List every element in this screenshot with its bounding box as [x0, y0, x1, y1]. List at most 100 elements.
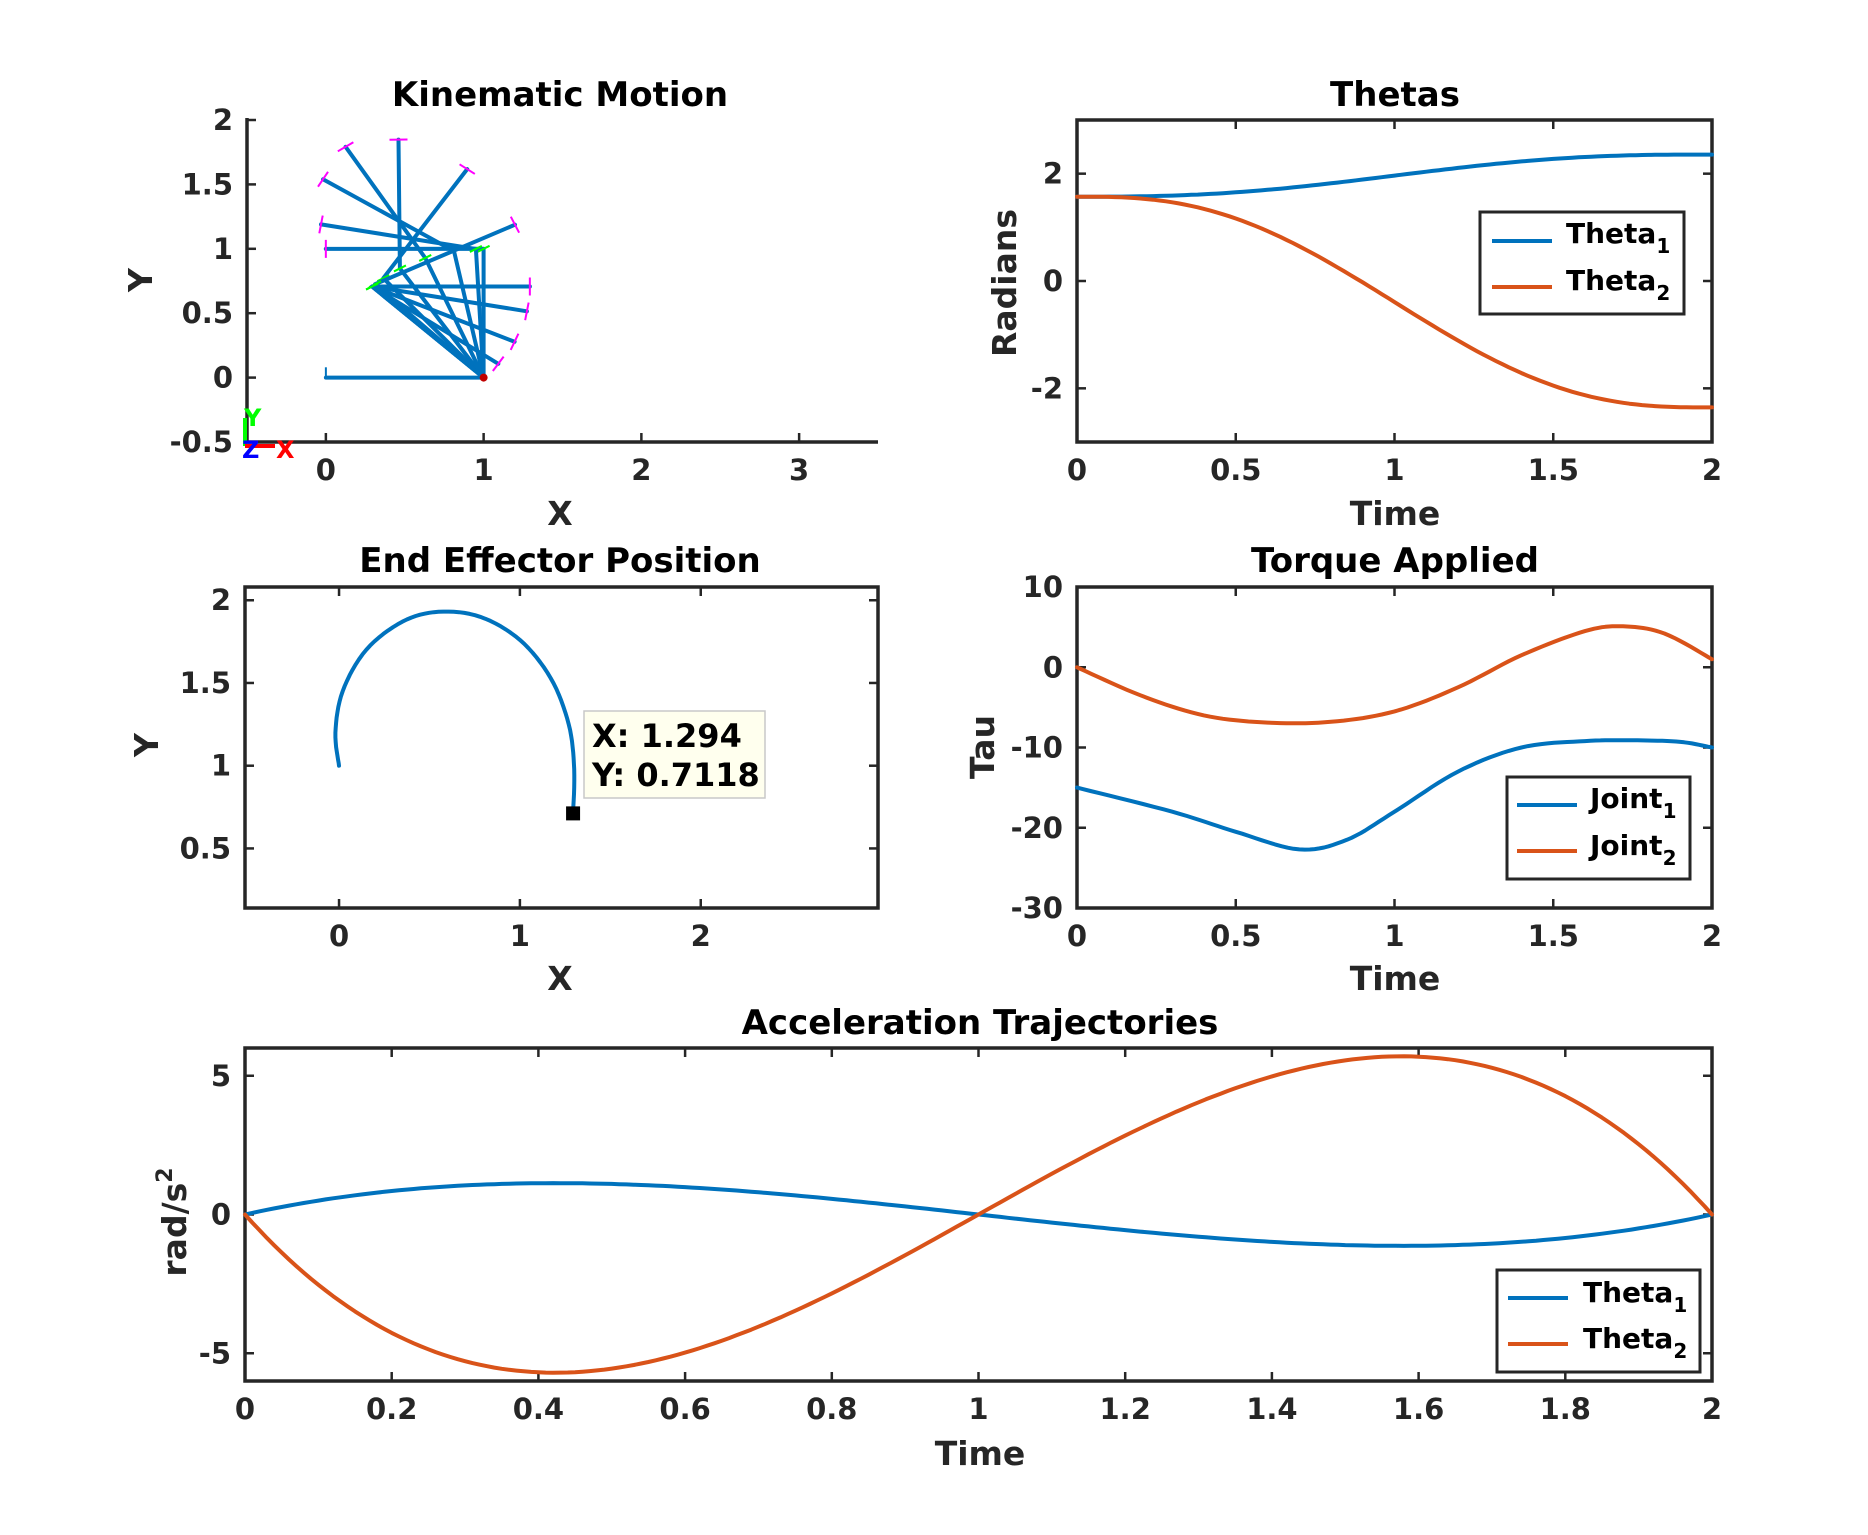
- acceleration-ylabel: rad/s2: [153, 1167, 194, 1276]
- elbow-frame-marker: [418, 254, 432, 262]
- legend-box: [1478, 210, 1686, 316]
- torque-plot: Torque Applied 0 0.5 1 1.5 2 -30 -20 -10 0 10 Tim…: [963, 541, 1722, 998]
- kinematic-ylabel: Y: [121, 267, 160, 293]
- y-tick-label: 2: [211, 583, 231, 617]
- x-tick-label: 1: [1384, 453, 1404, 487]
- y-tick-label: 10: [1023, 570, 1063, 604]
- end-frame-marker: [337, 141, 354, 153]
- y-tick-label: 2: [213, 103, 233, 137]
- end-frame-marker: [509, 216, 521, 234]
- axes-frame: [243, 585, 880, 910]
- y-tick-label: 1.5: [182, 167, 233, 201]
- legend-label-theta1: Theta1: [1566, 217, 1670, 258]
- end-frame-marker: [459, 163, 476, 175]
- acceleration-axes: 0 0.2 0.4 0.6 0.8 1 1.2 1.4 1.6 1.8 2-505: [199, 1046, 1722, 1426]
- y-tick-label: 1: [211, 749, 231, 783]
- legend-box: [1505, 775, 1692, 881]
- end-effector-xlabel: X: [547, 959, 572, 998]
- end-effector-title: End Effector Position: [359, 541, 760, 581]
- x-tick-label: 0: [235, 1392, 255, 1426]
- x-tick-label: 1.5: [1528, 919, 1579, 953]
- x-tick-label: 1: [474, 453, 494, 487]
- thetas-ylabel: Radians: [985, 209, 1024, 357]
- x-tick-label: 0: [329, 919, 349, 953]
- x-tick-label: 3: [789, 453, 809, 487]
- y-tick-label: 0: [1043, 650, 1063, 684]
- x-tick-label: 0: [1067, 453, 1087, 487]
- torque-axes: 0 0.5 1 1.5 2 -30 -20 -10 0 10: [1011, 570, 1723, 953]
- elbow-frame-marker: [477, 244, 491, 253]
- x-tick-label: 1.6: [1393, 1392, 1444, 1426]
- acceleration-series: [243, 1054, 1714, 1375]
- torque-series: [1075, 624, 1714, 852]
- elbow-frame-marker: [393, 264, 407, 273]
- thetas-plot: Thetas 0 0.5 1 1.5 2 -2 0 2 Time Radians Theta1…: [985, 75, 1722, 533]
- end-frame-marker: [492, 356, 505, 372]
- legend-box: [1495, 1268, 1702, 1374]
- x-tick-label: 0.6: [659, 1392, 710, 1426]
- thetas-series: [1075, 152, 1714, 410]
- x-tick-label: 1: [968, 1392, 988, 1426]
- thetas-xlabel: Time: [1350, 494, 1441, 533]
- torque-ylabel: Tau: [963, 715, 1002, 779]
- x-tick-label: 2: [1702, 1392, 1722, 1426]
- x-tick-label: 0.4: [513, 1392, 564, 1426]
- x-tick-label: 1.8: [1540, 1392, 1591, 1426]
- end-frame-marker: [317, 171, 329, 188]
- y-tick-label: -30: [1011, 891, 1063, 925]
- x-tick-label: 1: [1384, 919, 1404, 953]
- datatip[interactable]: X: 1.294 Y: 0.7118: [583, 710, 766, 799]
- x-tick-label: 1.4: [1246, 1392, 1297, 1426]
- coordinate-triad: Y X Z: [242, 404, 295, 464]
- datatip-x-label: X: 1.294: [592, 717, 742, 755]
- torque-legend: Joint1 Joint2: [1505, 775, 1692, 881]
- legend-label-theta2: Theta2: [1583, 1322, 1687, 1363]
- y-tick-label: 1.5: [180, 666, 231, 700]
- thetas-title: Thetas: [1330, 75, 1460, 115]
- x-tick-label: 1.2: [1100, 1392, 1151, 1426]
- end-frame-marker: [509, 333, 520, 351]
- acceleration-legend: Theta1 Theta2: [1495, 1268, 1702, 1374]
- kinematic-motion-plot: Kinematic Motion 0 1 2 3 -0.5 0 0.5 1 1.5 2 X Y Y…: [121, 75, 878, 533]
- triad-y-label: Y: [243, 404, 262, 432]
- legend-label-joint1: Joint1: [1588, 782, 1677, 823]
- y-tick-label: 0: [213, 361, 233, 395]
- y-tick-label: -10: [1011, 731, 1063, 765]
- datatip-box: [583, 710, 766, 799]
- triad-x-label: X: [276, 436, 295, 464]
- legend-label-theta1: Theta1: [1583, 1276, 1687, 1317]
- x-tick-label: 2: [1702, 453, 1722, 487]
- datatip-y-label: Y: 0.7118: [591, 756, 760, 794]
- kinematic-arm-links: [317, 137, 532, 382]
- y-tick-label: 2: [1043, 157, 1063, 191]
- x-tick-label: 0: [316, 453, 336, 487]
- x-tick-label: 0.8: [806, 1392, 857, 1426]
- acceleration-title: Acceleration Trajectories: [742, 1003, 1219, 1043]
- x-tick-label: 0: [1067, 919, 1087, 953]
- theta2-line: [1075, 194, 1714, 410]
- y-tick-label: 5: [211, 1059, 231, 1093]
- end-effector-path-line: [333, 609, 577, 816]
- y-tick-label: -0.5: [170, 425, 233, 459]
- x-tick-label: 2: [691, 919, 711, 953]
- x-tick-label: 1.5: [1528, 453, 1579, 487]
- joint2-line: [1075, 624, 1714, 726]
- y-tick-label: -5: [199, 1336, 231, 1370]
- y-tick-label: -2: [1031, 371, 1063, 405]
- thetas-axes: 0 0.5 1 1.5 2 -2 0 2: [1031, 118, 1722, 487]
- end-effector-plot: End Effector Position 0 1 2 0.5 1 1.5 2 X Y X:…: [127, 541, 880, 998]
- y-tick-label: 0: [211, 1198, 231, 1232]
- y-tick-label: 0: [1043, 264, 1063, 298]
- end-effector-ylabel: Y: [127, 732, 166, 758]
- x-tick-label: 0.5: [1210, 453, 1261, 487]
- x-tick-label: 1: [510, 919, 530, 953]
- legend-label-theta2: Theta2: [1566, 264, 1670, 305]
- x-tick-label: 0.5: [1210, 919, 1261, 953]
- x-tick-label: 2: [1702, 919, 1722, 953]
- joint1-line: [1075, 738, 1714, 852]
- theta1-line: [1075, 152, 1714, 199]
- torque-title: Torque Applied: [1251, 541, 1539, 581]
- end-frame-marker: [524, 302, 530, 321]
- datatip-marker: [566, 806, 581, 821]
